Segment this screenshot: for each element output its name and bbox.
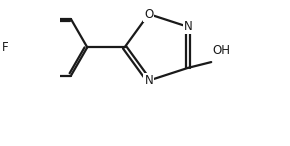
Text: O: O bbox=[144, 8, 153, 21]
Text: N: N bbox=[184, 20, 192, 33]
Text: N: N bbox=[144, 74, 153, 87]
Text: OH: OH bbox=[212, 44, 230, 57]
Text: F: F bbox=[2, 41, 9, 54]
